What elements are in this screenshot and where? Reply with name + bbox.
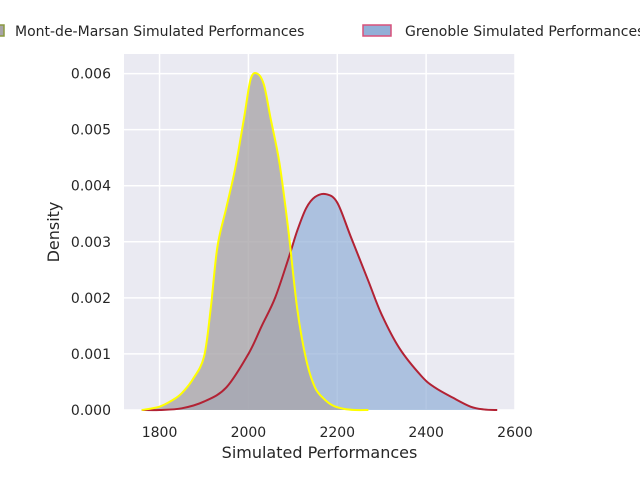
x-tick-label-4: 2600 — [497, 425, 533, 441]
y-tick-label-1: 0.001 — [71, 347, 111, 363]
x-tick-label-0: 1800 — [142, 425, 178, 441]
y-tick-label-5: 0.005 — [71, 123, 111, 139]
x-axis-label: Simulated Performances — [222, 443, 418, 462]
x-tick-label-3: 2400 — [408, 425, 444, 441]
y-tick-label-2: 0.002 — [71, 291, 111, 307]
area-grenoble — [141, 193, 498, 411]
x-tick-label-2: 2200 — [319, 425, 355, 441]
y-tick-label-6: 0.006 — [71, 67, 111, 83]
y-tick-label-4: 0.004 — [71, 179, 111, 195]
y-tick-label-3: 0.003 — [71, 235, 111, 251]
series-areas — [141, 72, 498, 411]
y-axis-label: Density — [44, 202, 63, 263]
legend: Mont-de-Marsan Simulated Performances Gr… — [0, 24, 640, 40]
series-lines — [141, 72, 498, 412]
y-axis-ticks: 0.000 0.001 0.002 0.003 0.004 0.005 0.006 — [71, 67, 111, 419]
x-tick-label-1: 2000 — [231, 425, 267, 441]
line-grenoble — [141, 192, 498, 412]
legend-swatch-mont-de-marsan — [0, 24, 5, 37]
x-axis-ticks: 1800 2000 2200 2400 2600 — [142, 425, 533, 441]
y-tick-label-0: 0.000 — [71, 403, 111, 419]
legend-swatch-grenoble — [362, 24, 392, 37]
legend-label-grenoble: Grenoble Simulated Performances — [405, 24, 640, 40]
legend-label-mont-de-marsan: Mont-de-Marsan Simulated Performances — [15, 24, 304, 40]
area-mont-de-marsan — [141, 72, 369, 411]
line-mont-de-marsan — [141, 72, 369, 412]
